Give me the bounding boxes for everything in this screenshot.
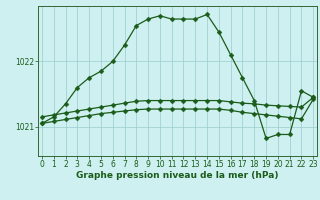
X-axis label: Graphe pression niveau de la mer (hPa): Graphe pression niveau de la mer (hPa) — [76, 171, 279, 180]
